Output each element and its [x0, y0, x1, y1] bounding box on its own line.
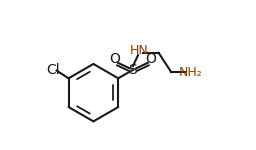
- Text: HN: HN: [130, 44, 149, 57]
- Text: O: O: [109, 51, 120, 66]
- Text: S: S: [129, 63, 137, 77]
- Text: NH₂: NH₂: [178, 66, 202, 79]
- Text: O: O: [146, 51, 156, 66]
- Text: Cl: Cl: [46, 63, 60, 77]
